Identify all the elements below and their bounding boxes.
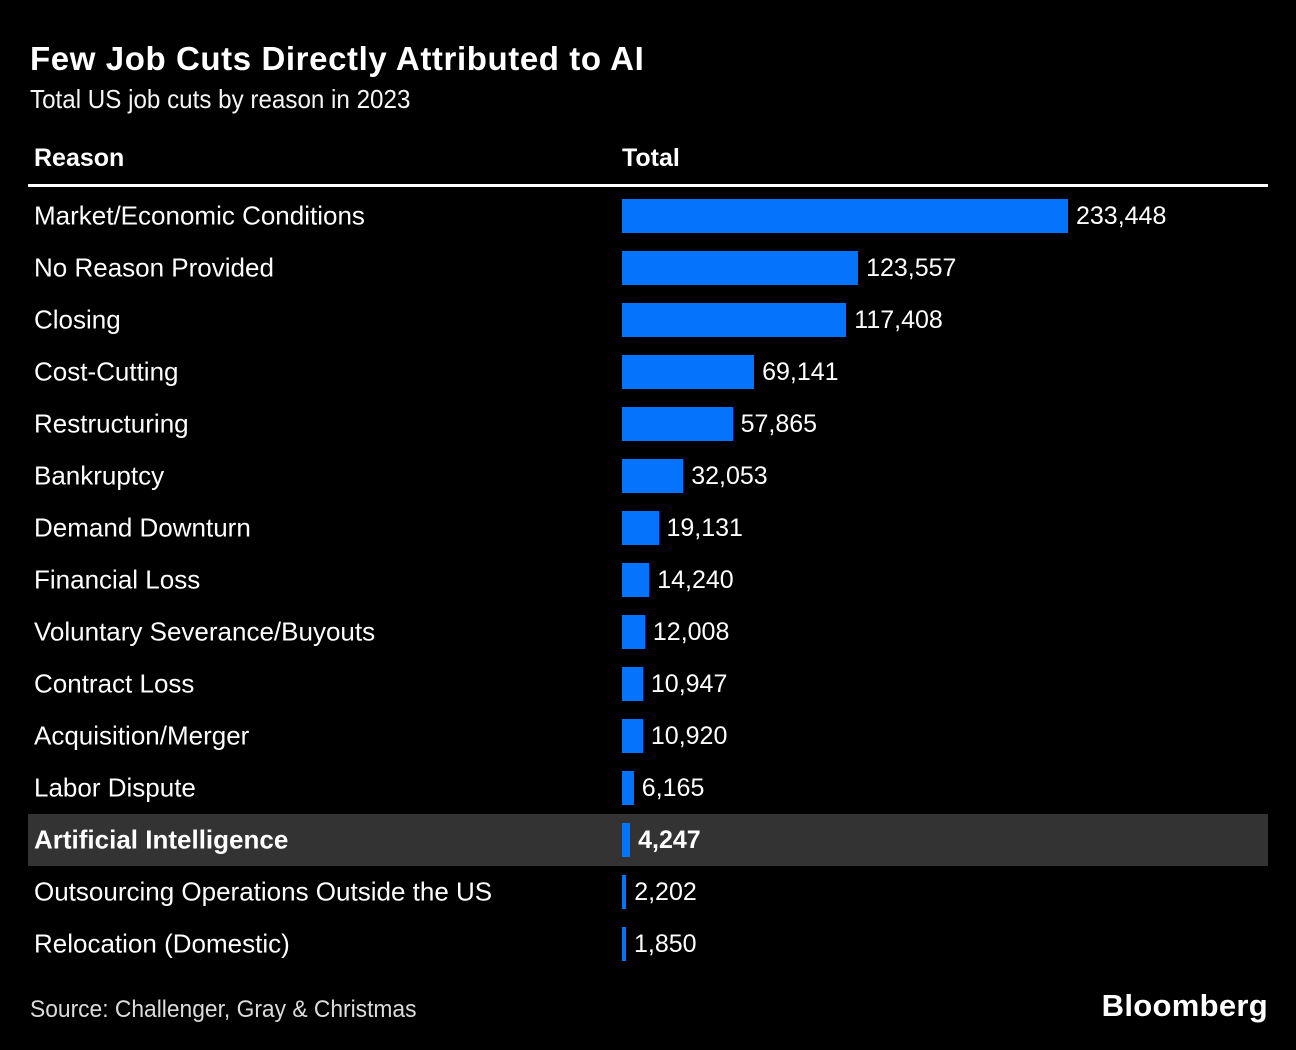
table-row: Acquisition/Merger 10,920 <box>28 710 1268 762</box>
table-row: Relocation (Domestic) 1,850 <box>28 918 1268 970</box>
table-row: Voluntary Severance/Buyouts 12,008 <box>28 606 1268 658</box>
bar <box>622 251 859 285</box>
chart-subtitle: Total US job cuts by reason in 2023 <box>30 84 411 114</box>
bar-with-value: 57,865 <box>622 407 817 441</box>
reason-label: Labor Dispute <box>34 772 196 803</box>
value-label: 117,408 <box>854 305 943 334</box>
bar <box>622 667 643 701</box>
bar <box>622 407 733 441</box>
table-row: Closing 117,408 <box>28 294 1268 346</box>
table-row: Market/Economic Conditions 233,448 <box>28 190 1268 242</box>
bar <box>622 355 755 389</box>
bar-with-value: 123,557 <box>622 251 956 285</box>
bar <box>622 303 847 337</box>
column-header-reason: Reason <box>34 144 125 172</box>
value-label: 10,947 <box>650 669 728 698</box>
bar-with-value: 69,141 <box>622 355 839 389</box>
bar <box>622 719 643 753</box>
value-label: 4,247 <box>638 825 701 854</box>
bar <box>622 615 645 649</box>
bar <box>622 199 1068 233</box>
bar-with-value: 4,247 <box>622 823 701 857</box>
reason-label: Voluntary Severance/Buyouts <box>34 616 376 647</box>
reason-label: Demand Downturn <box>34 512 251 543</box>
value-label: 6,165 <box>641 773 705 802</box>
source-note: Source: Challenger, Gray & Christmas <box>30 996 417 1023</box>
bar-with-value: 6,165 <box>622 771 704 805</box>
value-label: 233,448 <box>1076 201 1167 230</box>
reason-label: Contract Loss <box>34 668 195 699</box>
value-label: 69,141 <box>762 357 839 386</box>
reason-label: Financial Loss <box>34 564 201 595</box>
bar <box>622 563 650 597</box>
bar-with-value: 14,240 <box>622 563 734 597</box>
value-label: 10,920 <box>650 721 728 750</box>
table-row: Demand Downturn 19,131 <box>28 502 1268 554</box>
bar <box>622 927 626 961</box>
reason-label: Cost-Cutting <box>34 356 179 387</box>
bar-with-value: 19,131 <box>622 511 743 545</box>
bar <box>622 875 627 909</box>
value-label: 12,008 <box>652 617 730 646</box>
reason-label: Bankruptcy <box>34 460 165 491</box>
value-label: 57,865 <box>740 409 818 438</box>
table-row: Financial Loss 14,240 <box>28 554 1268 606</box>
page-title: Few Job Cuts Directly Attributed to AI <box>30 40 645 77</box>
table-row: Labor Dispute 6,165 <box>28 762 1268 814</box>
bar-with-value: 1,850 <box>622 927 697 961</box>
bar-chart-rows: Market/Economic Conditions 233,448 No Reas… <box>28 190 1268 970</box>
table-row: Restructuring 57,865 <box>28 398 1268 450</box>
reason-label: Closing <box>34 304 121 335</box>
value-label: 19,131 <box>666 513 743 542</box>
reason-label: No Reason Provided <box>34 252 274 283</box>
bar <box>622 771 634 805</box>
column-header-total: Total <box>622 144 680 172</box>
table-row: Cost-Cutting 69,141 <box>28 346 1268 398</box>
bar-with-value: 12,008 <box>622 615 729 649</box>
table-row: No Reason Provided 123,557 <box>28 242 1268 294</box>
bar-with-value: 233,448 <box>622 199 1166 233</box>
reason-label: Market/Economic Conditions <box>34 200 365 231</box>
reason-label: Acquisition/Merger <box>34 720 250 751</box>
table-row: Outsourcing Operations Outside the US 2,2… <box>28 866 1268 918</box>
value-label: 14,240 <box>657 565 734 594</box>
bar-with-value: 10,947 <box>622 667 727 701</box>
bar-with-value: 117,408 <box>622 303 943 337</box>
table-row: Bankruptcy 32,053 <box>28 450 1268 502</box>
bloomberg-logo: Bloomberg <box>1101 988 1268 1023</box>
bar-with-value: 32,053 <box>622 459 768 493</box>
value-label: 2,202 <box>634 877 697 906</box>
table-row: Contract Loss 10,947 <box>28 658 1268 710</box>
bar-with-value: 2,202 <box>622 875 697 909</box>
value-label: 1,850 <box>634 929 697 958</box>
reason-label: Restructuring <box>34 408 189 439</box>
bar <box>622 459 684 493</box>
value-label: 32,053 <box>691 461 768 490</box>
reason-label: Relocation (Domestic) <box>34 928 290 959</box>
bar <box>622 823 631 857</box>
reason-label: Outsourcing Operations Outside the US <box>34 876 493 907</box>
bar-with-value: 10,920 <box>622 719 727 753</box>
header-divider <box>28 184 1268 187</box>
reason-label: Artificial Intelligence <box>34 824 289 855</box>
value-label: 123,557 <box>866 253 957 282</box>
bar <box>622 511 659 545</box>
table-row: Artificial Intelligence 4,247 <box>28 814 1268 866</box>
